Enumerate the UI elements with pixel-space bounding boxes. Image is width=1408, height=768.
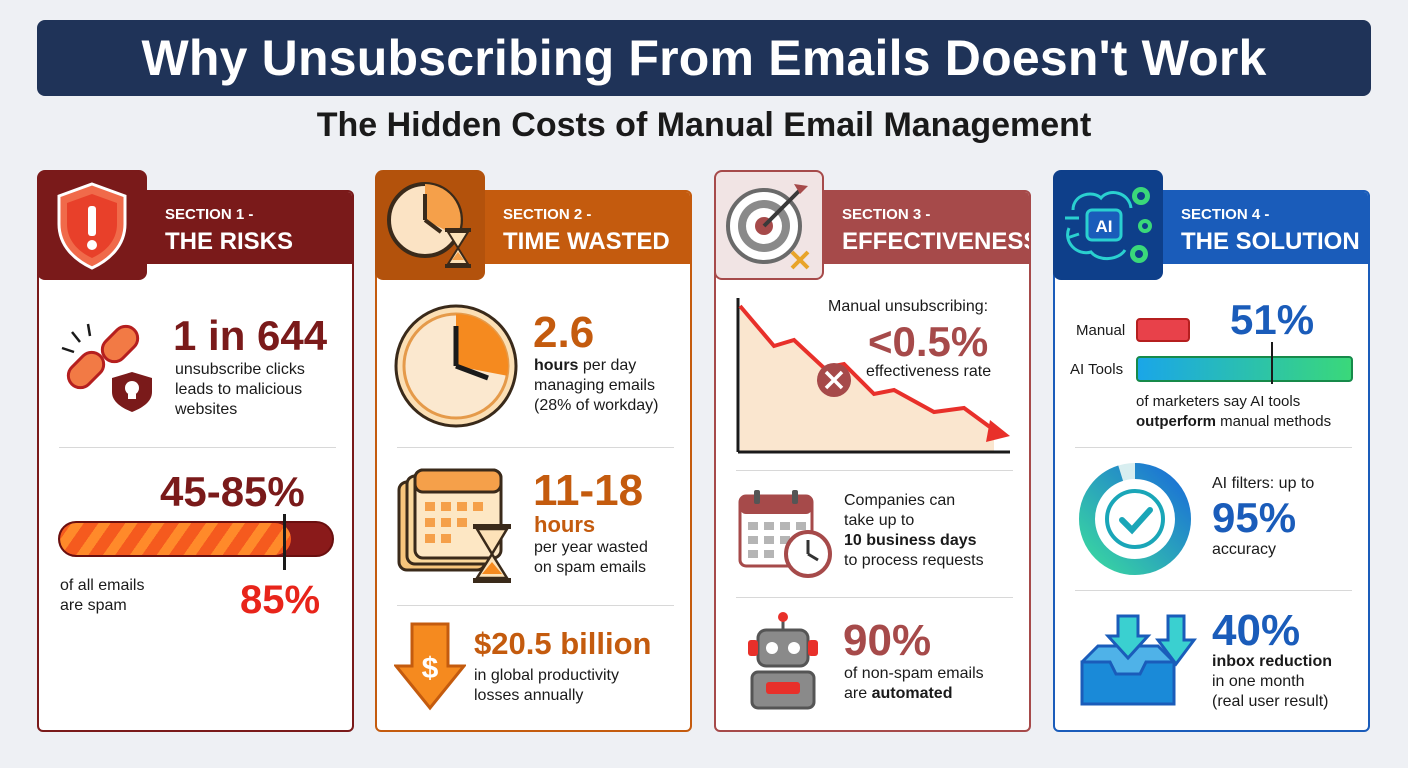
section-title: THE SOLUTION bbox=[1181, 228, 1360, 255]
divider bbox=[397, 447, 674, 448]
section-title: TIME WASTED bbox=[503, 228, 670, 255]
manual-bar bbox=[1136, 318, 1190, 342]
svg-text:$: $ bbox=[422, 652, 439, 685]
inbox-download-icon bbox=[1076, 612, 1200, 710]
ai-brain-icon: AI bbox=[1053, 170, 1163, 280]
divider bbox=[1075, 590, 1352, 591]
productivity-loss-stat: $20.5 billion bbox=[474, 626, 652, 661]
ai-filter-accuracy-stat: 95% bbox=[1212, 494, 1297, 541]
divider bbox=[736, 597, 1013, 598]
risk-stat-ratio: 1 in 644 bbox=[173, 312, 328, 359]
clock-icon bbox=[392, 302, 520, 430]
daily-hours-text: hours per day managing emails (28% of wor… bbox=[534, 357, 659, 414]
divider bbox=[397, 605, 674, 606]
ai-tools-marker-line bbox=[1271, 342, 1273, 384]
yearly-hours-stat: 11-18 bbox=[533, 466, 644, 515]
divider bbox=[736, 470, 1013, 471]
ai-preference-text: of marketers say AI tools outperform manu… bbox=[1136, 393, 1332, 430]
divider bbox=[59, 447, 336, 448]
accuracy-ring-icon bbox=[1076, 460, 1194, 578]
productivity-loss-text: in global productivity losses annually bbox=[474, 667, 619, 704]
ai-chip-text: AI bbox=[1096, 217, 1113, 236]
section-title: THE RISKS bbox=[165, 228, 294, 255]
title-banner: Why Unsubscribing From Emails Doesn't Wo… bbox=[37, 20, 1371, 96]
spam-range-stat: 45-85% bbox=[160, 468, 305, 515]
spam-progress-fill bbox=[60, 523, 292, 555]
section-label: SECTION 3 - bbox=[842, 206, 931, 223]
calendar-hourglass-icon bbox=[395, 462, 525, 584]
automated-emails-stat: 90% bbox=[843, 616, 932, 665]
ai-tools-bar-label: AI Tools bbox=[1070, 361, 1124, 378]
ai-filter-accuracy-text: accuracy bbox=[1212, 541, 1277, 558]
effectiveness-stat-text: effectiveness rate bbox=[866, 363, 992, 380]
robot-icon bbox=[740, 610, 826, 710]
calendar-clock-icon bbox=[736, 488, 834, 580]
section-title: EFFECTIVENESS bbox=[842, 228, 1031, 255]
automated-emails-text: of non-spam emails are automated bbox=[844, 665, 984, 702]
clock-hourglass-icon bbox=[375, 170, 485, 280]
ai-tools-bar bbox=[1136, 356, 1353, 382]
risk-stat-ratio-text: unsubscribe clicks leads to malicious webs… bbox=[175, 361, 305, 418]
section-label: SECTION 4 - bbox=[1181, 206, 1270, 223]
effectiveness-stat: <0.5% bbox=[868, 318, 989, 365]
yearly-hours-text: per year wasted on spam emails bbox=[534, 539, 648, 576]
decline-chart-icon bbox=[734, 296, 1014, 456]
spam-marker-line bbox=[283, 514, 286, 570]
ai-filter-label: AI filters: up to bbox=[1212, 475, 1315, 492]
spam-stat-text: of all emails are spam bbox=[60, 577, 145, 614]
broken-link-icon bbox=[60, 318, 160, 418]
daily-hours-stat: 2.6 bbox=[533, 308, 595, 357]
inbox-reduction-stat: 40% bbox=[1212, 606, 1301, 655]
ai-preference-stat: 51% bbox=[1230, 296, 1315, 343]
dollar-down-arrow-icon: $ bbox=[392, 622, 468, 712]
yearly-hours-unit: hours bbox=[534, 512, 596, 537]
page-subtitle: The Hidden Costs of Manual Email Managem… bbox=[316, 106, 1092, 144]
inbox-reduction-text: inbox reduction in one month (real user re… bbox=[1212, 653, 1332, 710]
section-label: SECTION 1 - bbox=[165, 206, 254, 223]
manual-unsubscribe-label: Manual unsubscribing: bbox=[828, 298, 989, 315]
page-title: Why Unsubscribing From Emails Doesn't Wo… bbox=[141, 30, 1267, 86]
target-arrow-icon bbox=[714, 170, 824, 280]
shield-warning-icon bbox=[37, 170, 147, 280]
processing-time-text: Companies can take up to 10 business days… bbox=[844, 492, 984, 569]
spam-progress-bar bbox=[58, 521, 334, 557]
divider bbox=[1075, 447, 1352, 448]
spam-marker-value: 85% bbox=[240, 578, 321, 622]
section-label: SECTION 2 - bbox=[503, 206, 592, 223]
manual-bar-label: Manual bbox=[1076, 322, 1126, 339]
